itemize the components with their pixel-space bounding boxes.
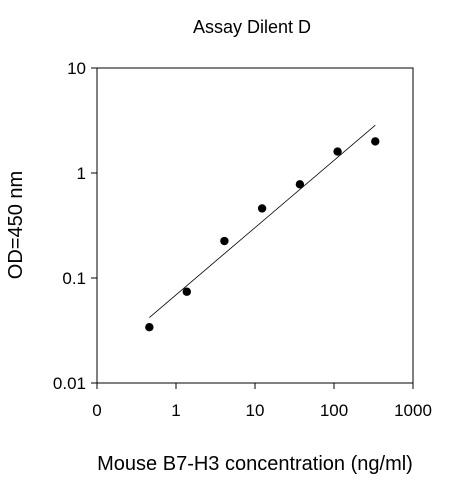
x-tick-label: 1000: [394, 401, 432, 420]
data-point: [371, 137, 380, 146]
chart-title: Assay Dilent D: [193, 17, 311, 37]
axis-ticks: 0 1 10 100 1000 0.01 0.1 1 10: [53, 59, 432, 420]
fit-line: [149, 124, 376, 318]
y-axis-label: OD=450 nm: [5, 171, 27, 279]
y-tick-label: 10: [67, 59, 86, 78]
x-tick-label: 0: [92, 401, 101, 420]
x-axis-label: Mouse B7-H3 concentration (ng/ml): [97, 453, 413, 475]
data-point: [295, 180, 305, 189]
data-point: [220, 236, 229, 246]
x-tick-label: 10: [246, 401, 265, 420]
data-point: [257, 204, 267, 213]
plot-frame: [96, 67, 414, 384]
x-tick-label: 100: [320, 401, 348, 420]
data-point: [333, 147, 342, 156]
y-tick-label: 1: [77, 164, 86, 183]
fit-line-layer: [149, 124, 376, 318]
data-point: [145, 322, 154, 332]
data-points: [145, 137, 380, 332]
y-tick-label: 0.01: [53, 374, 86, 393]
x-tick-label: 1: [171, 401, 180, 420]
y-tick-label: 0.1: [62, 269, 86, 288]
data-point: [182, 287, 192, 296]
